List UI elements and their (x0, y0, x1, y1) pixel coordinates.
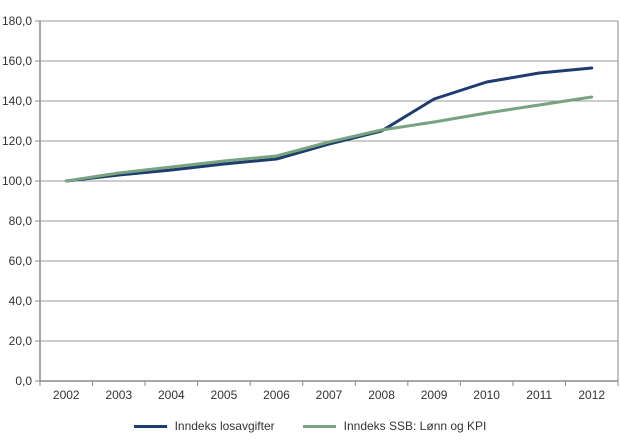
legend-item-ssb: Inndeks SSB: Lønn og KPI (302, 419, 487, 433)
x-tick-label: 2007 (316, 388, 343, 402)
y-tick-label: 100,0 (2, 174, 32, 188)
legend-item-losavgifter: Inndeks losavgifter (133, 419, 275, 433)
plot-area: 0,0 20,0 40,0 60,0 80,0 100,0 120,0 140,0 160,0 1… (2, 14, 619, 402)
x-tick-label: 2008 (368, 388, 395, 402)
y-tick-label: 180,0 (2, 14, 32, 28)
y-tick-label: 60,0 (9, 254, 33, 268)
x-tick-label: 2003 (105, 388, 132, 402)
x-tick-label: 2006 (263, 388, 290, 402)
series-line-1 (64, 95, 594, 183)
y-tick-label: 160,0 (2, 54, 32, 68)
y-tick-label: 40,0 (9, 294, 33, 308)
legend-label-losavgifter: Inndeks losavgifter (174, 419, 275, 433)
x-tick-label: 2009 (421, 388, 448, 402)
x-tick-label: 2005 (211, 388, 238, 402)
y-tick-label: 0,0 (15, 374, 32, 388)
legend: Inndeks losavgifter Inndeks SSB: Lønn og… (0, 404, 620, 448)
x-tick-label: 2012 (578, 388, 605, 402)
x-tick-label: 2002 (53, 388, 80, 402)
legend-label-ssb: Inndeks SSB: Lønn og KPI (343, 419, 487, 433)
y-tick-label: 120,0 (2, 134, 32, 148)
legend-line-swatch-losavgifter (133, 424, 167, 428)
legend-line-swatch-ssb (302, 424, 336, 428)
series-line-0 (64, 66, 594, 183)
y-tick-label: 80,0 (9, 214, 33, 228)
y-tick-label: 140,0 (2, 94, 32, 108)
x-tick-label: 2004 (158, 388, 185, 402)
x-tick-label: 2011 (526, 388, 552, 402)
x-tick-label: 2010 (473, 388, 500, 402)
y-tick-label: 20,0 (9, 334, 33, 348)
